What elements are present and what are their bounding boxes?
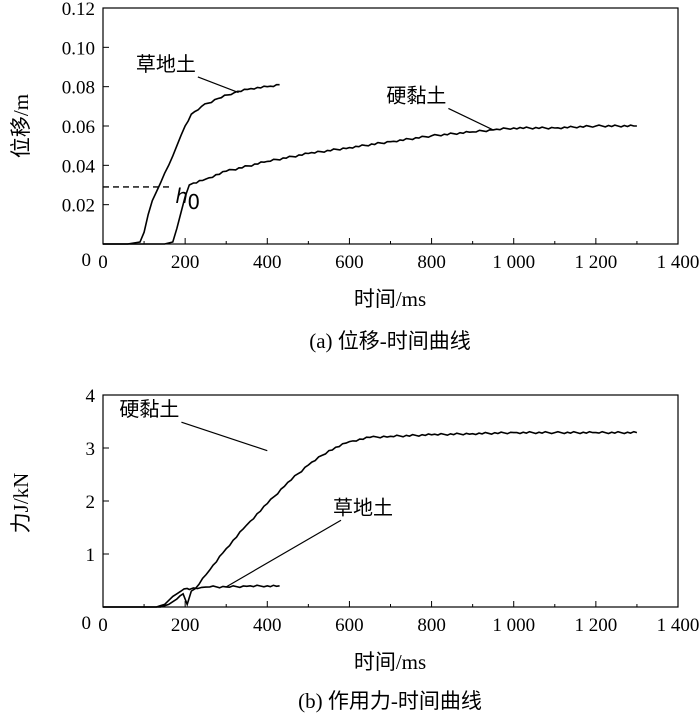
y-tick-label: 1 bbox=[86, 545, 96, 566]
x-tick-label: 600 bbox=[335, 615, 364, 636]
x-tick-label: 1 200 bbox=[574, 252, 617, 273]
annotation-leader bbox=[225, 519, 342, 588]
origin-label: 0 bbox=[82, 613, 92, 634]
y-tick-label: 2 bbox=[86, 492, 96, 513]
annotation-leader bbox=[197, 76, 239, 94]
annotation-label: 草地土 bbox=[136, 52, 196, 76]
x-tick-label: 1 400 bbox=[657, 615, 700, 636]
x-tick-label: 400 bbox=[253, 252, 282, 273]
series-line bbox=[103, 584, 280, 608]
y-tick-label: 0.02 bbox=[62, 196, 95, 217]
tick-labels-b: 0 200 400 600 800 1 000 1 200 1 400 1 2 3 4 0 bbox=[82, 386, 700, 636]
h0-subscript: 0 bbox=[187, 190, 200, 214]
annotation-leader bbox=[448, 107, 494, 131]
x-tick-label: 0 bbox=[98, 252, 108, 273]
x-tick-label: 400 bbox=[253, 615, 282, 636]
x-tick-label: 1 000 bbox=[492, 252, 535, 273]
annotation-leader bbox=[181, 421, 268, 452]
x-tick-label: 1 000 bbox=[492, 615, 535, 636]
x-tick-label: 1 400 bbox=[657, 252, 700, 273]
annotation-label: 草地土 bbox=[333, 495, 393, 519]
x-tick-label: 0 bbox=[98, 615, 108, 636]
panel-b: 0 200 400 600 800 1 000 1 200 1 400 1 2 3 4 0 硬黏土草地土… bbox=[9, 386, 699, 713]
y-axis-title-b: 力J/kN bbox=[9, 473, 33, 534]
annotation-label: 硬黏土 bbox=[119, 397, 179, 421]
series-a bbox=[103, 83, 637, 245]
series-b bbox=[103, 430, 638, 608]
x-axis-title-a: 时间/ms bbox=[354, 287, 426, 311]
y-tick-label: 0.04 bbox=[62, 156, 96, 177]
tick-labels-a: 0 200 400 600 800 1 000 1 200 1 400 0.02 0.04 0.06… bbox=[62, 0, 700, 273]
ticks-a bbox=[102, 7, 679, 244]
y-tick-label: 3 bbox=[86, 439, 96, 460]
caption-b: (b) 作用力-时间曲线 bbox=[298, 689, 482, 713]
x-tick-label: 800 bbox=[417, 615, 446, 636]
y-tick-label: 0.06 bbox=[62, 117, 95, 138]
annotation-label: 硬黏土 bbox=[386, 83, 446, 107]
y-axis-title-a: 位移/m bbox=[9, 94, 33, 158]
x-tick-label: 600 bbox=[335, 252, 364, 273]
h0-label: h bbox=[175, 184, 188, 208]
y-tick-label: 4 bbox=[86, 386, 96, 407]
y-tick-label: 0.12 bbox=[62, 0, 95, 20]
x-axis-title-b: 时间/ms bbox=[354, 650, 426, 674]
y-tick-label: 0.08 bbox=[62, 78, 95, 99]
x-tick-label: 200 bbox=[171, 615, 200, 636]
x-tick-label: 200 bbox=[171, 252, 200, 273]
origin-label: 0 bbox=[82, 250, 92, 271]
panel-a: 0 200 400 600 800 1 000 1 200 1 400 0.02 0.04 0.06… bbox=[9, 0, 699, 353]
series-line bbox=[103, 430, 638, 608]
ticks-b bbox=[102, 394, 679, 607]
x-tick-label: 1 200 bbox=[574, 615, 617, 636]
y-tick-label: 0.10 bbox=[62, 38, 95, 59]
caption-a: (a) 位移-时间曲线 bbox=[309, 329, 471, 353]
x-tick-label: 800 bbox=[417, 252, 446, 273]
series-line bbox=[103, 124, 637, 245]
